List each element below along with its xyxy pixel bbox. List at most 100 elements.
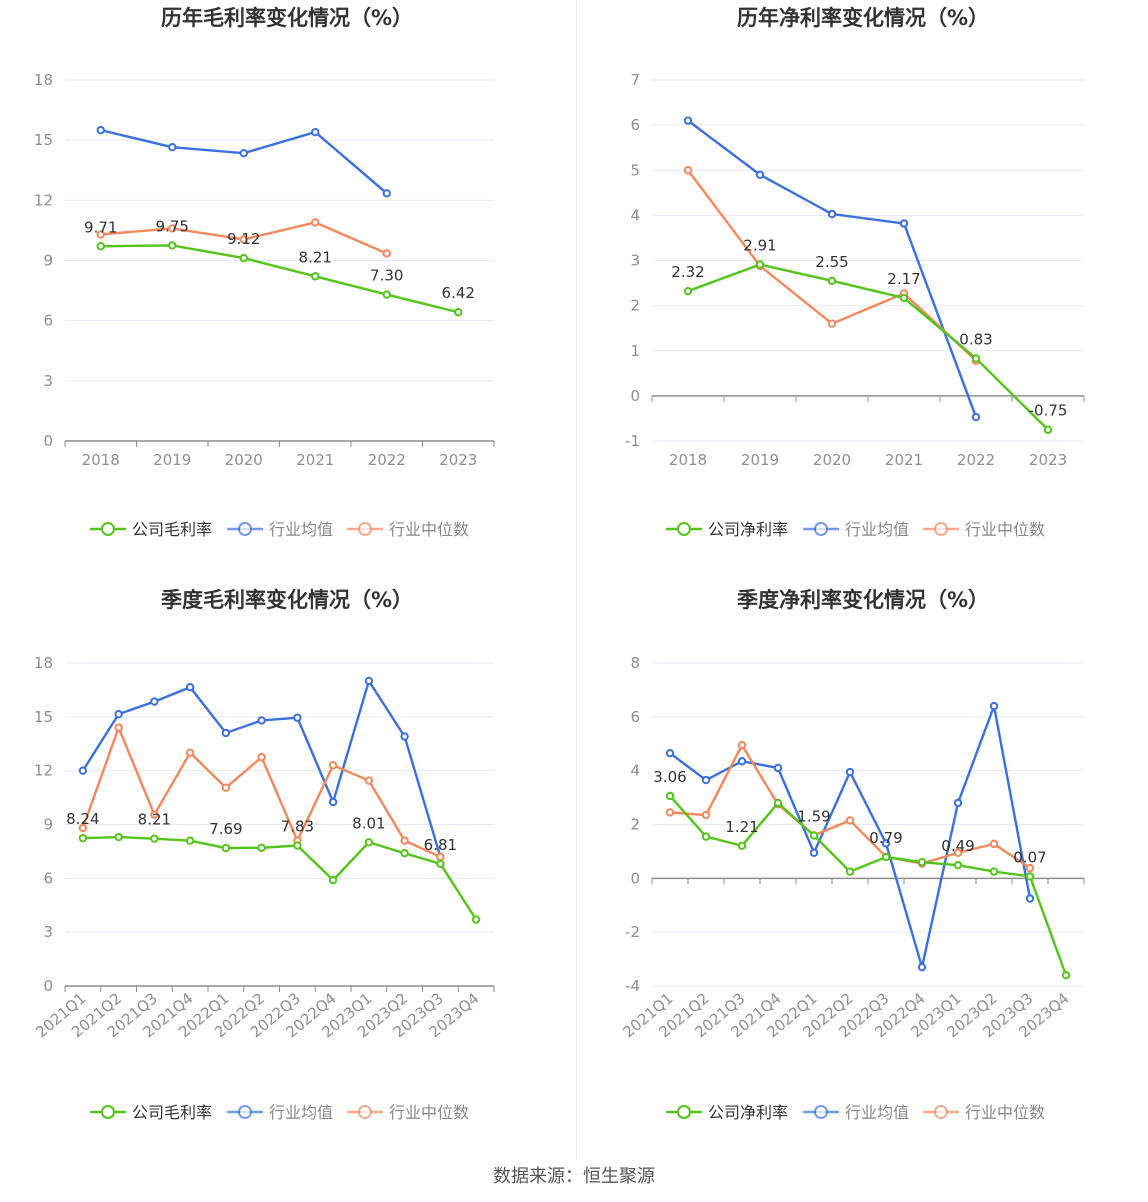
legend-marker-median[interactable] [935, 523, 947, 535]
legend-label-company[interactable]: 公司净利率 [708, 1103, 788, 1122]
data-point-median[interactable] [330, 762, 336, 768]
data-point-avg[interactable] [401, 733, 407, 739]
data-point-avg[interactable] [366, 678, 372, 684]
data-point-median[interactable] [258, 754, 264, 760]
legend-marker-company[interactable] [678, 523, 690, 535]
data-point-company[interactable] [811, 832, 817, 838]
legend-marker-avg[interactable] [815, 1106, 827, 1118]
legend-marker-median[interactable] [359, 1106, 371, 1118]
legend-label-company[interactable]: 公司毛利率 [132, 520, 212, 539]
legend-marker-avg[interactable] [239, 523, 251, 535]
legend-label-avg[interactable]: 行业均值 [845, 1103, 909, 1122]
data-point-median[interactable] [739, 742, 745, 748]
data-point-median[interactable] [384, 250, 390, 256]
data-point-avg[interactable] [901, 220, 907, 226]
data-point-avg[interactable] [829, 211, 835, 217]
data-point-company[interactable] [312, 273, 318, 279]
data-point-company[interactable] [330, 877, 336, 883]
data-point-company[interactable] [241, 255, 247, 261]
legend-marker-company[interactable] [678, 1106, 690, 1118]
data-point-company[interactable] [685, 288, 691, 294]
data-point-avg[interactable] [241, 150, 247, 156]
data-point-company[interactable] [473, 916, 479, 922]
data-point-avg[interactable] [703, 777, 709, 783]
data-point-company[interactable] [366, 839, 372, 845]
data-point-median[interactable] [223, 785, 229, 791]
data-point-company[interactable] [169, 242, 175, 248]
legend-label-median[interactable]: 行业中位数 [389, 1103, 469, 1122]
data-point-company[interactable] [80, 835, 86, 841]
legend-marker-company[interactable] [102, 1106, 114, 1118]
data-point-avg[interactable] [955, 800, 961, 806]
legend-label-median[interactable]: 行业中位数 [965, 520, 1045, 539]
legend-marker-median[interactable] [359, 523, 371, 535]
legend-label-company[interactable]: 公司毛利率 [132, 1103, 212, 1122]
legend-label-company[interactable]: 公司净利率 [708, 520, 788, 539]
data-point-avg[interactable] [991, 703, 997, 709]
data-point-avg[interactable] [667, 750, 673, 756]
data-point-avg[interactable] [169, 144, 175, 150]
legend-marker-median[interactable] [935, 1106, 947, 1118]
data-point-avg[interactable] [187, 684, 193, 690]
data-point-avg[interactable] [919, 964, 925, 970]
data-point-median[interactable] [312, 219, 318, 225]
data-point-company[interactable] [1063, 972, 1069, 978]
legend-label-avg[interactable]: 行业均值 [269, 520, 333, 539]
data-point-avg[interactable] [757, 172, 763, 178]
data-point-avg[interactable] [811, 850, 817, 856]
data-point-company[interactable] [991, 868, 997, 874]
data-point-company[interactable] [401, 850, 407, 856]
data-point-median[interactable] [847, 817, 853, 823]
data-point-avg[interactable] [739, 758, 745, 764]
data-point-avg[interactable] [847, 769, 853, 775]
data-point-company[interactable] [455, 309, 461, 315]
data-point-company[interactable] [847, 868, 853, 874]
data-point-avg[interactable] [151, 698, 157, 704]
data-point-avg[interactable] [384, 190, 390, 196]
data-point-company[interactable] [187, 837, 193, 843]
data-point-avg[interactable] [294, 715, 300, 721]
data-point-avg[interactable] [775, 765, 781, 771]
legend-marker-company[interactable] [102, 523, 114, 535]
legend-label-median[interactable]: 行业中位数 [389, 520, 469, 539]
data-point-avg[interactable] [1027, 895, 1033, 901]
data-point-avg[interactable] [973, 414, 979, 420]
legend-label-avg[interactable]: 行业均值 [845, 520, 909, 539]
legend-marker-avg[interactable] [239, 1106, 251, 1118]
data-point-company[interactable] [973, 355, 979, 361]
data-point-median[interactable] [401, 837, 407, 843]
data-point-company[interactable] [757, 261, 763, 267]
data-point-median[interactable] [187, 750, 193, 756]
legend-label-avg[interactable]: 行业均值 [269, 1103, 333, 1122]
data-point-company[interactable] [1045, 427, 1051, 433]
data-point-company[interactable] [829, 278, 835, 284]
data-point-median[interactable] [685, 167, 691, 173]
data-point-company[interactable] [223, 845, 229, 851]
data-point-median[interactable] [703, 812, 709, 818]
data-point-avg[interactable] [685, 117, 691, 123]
data-point-avg[interactable] [115, 711, 121, 717]
legend-marker-avg[interactable] [815, 523, 827, 535]
data-point-avg[interactable] [330, 799, 336, 805]
data-point-avg[interactable] [312, 129, 318, 135]
data-point-median[interactable] [366, 777, 372, 783]
data-point-company[interactable] [775, 800, 781, 806]
data-point-median[interactable] [115, 724, 121, 730]
data-point-company[interactable] [98, 243, 104, 249]
data-point-company[interactable] [919, 859, 925, 865]
data-point-avg[interactable] [98, 127, 104, 133]
data-point-company[interactable] [151, 835, 157, 841]
data-point-company[interactable] [115, 834, 121, 840]
data-point-company[interactable] [901, 295, 907, 301]
legend-label-median[interactable]: 行业中位数 [965, 1103, 1045, 1122]
data-point-company[interactable] [955, 862, 961, 868]
data-point-median[interactable] [437, 854, 443, 860]
data-point-median[interactable] [991, 841, 997, 847]
data-point-median[interactable] [829, 320, 835, 326]
data-point-company[interactable] [739, 843, 745, 849]
data-point-median[interactable] [667, 809, 673, 815]
data-point-company[interactable] [294, 842, 300, 848]
data-point-company[interactable] [883, 854, 889, 860]
data-point-company[interactable] [1027, 873, 1033, 879]
data-point-avg[interactable] [258, 717, 264, 723]
